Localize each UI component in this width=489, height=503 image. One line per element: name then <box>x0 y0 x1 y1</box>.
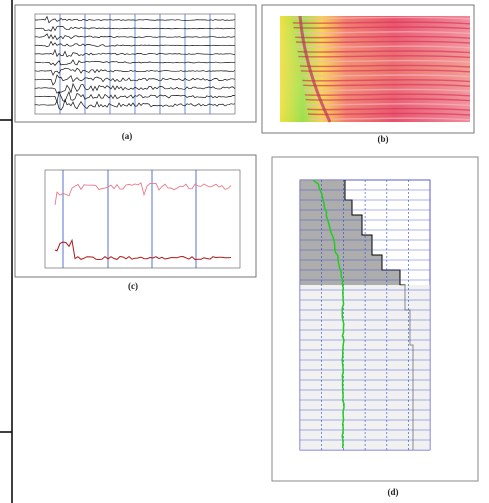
figure: (a) (b) (c) (d) <box>0 0 489 503</box>
panel-a <box>15 5 256 122</box>
panel-label: (a) <box>122 131 133 141</box>
panel-c <box>15 155 256 277</box>
panel-label: (d) <box>388 487 399 497</box>
frame <box>0 0 12 503</box>
panel-label: (b) <box>378 134 389 144</box>
panel-label: (c) <box>128 281 138 291</box>
panel-b <box>262 5 474 133</box>
panel-d <box>272 157 478 481</box>
